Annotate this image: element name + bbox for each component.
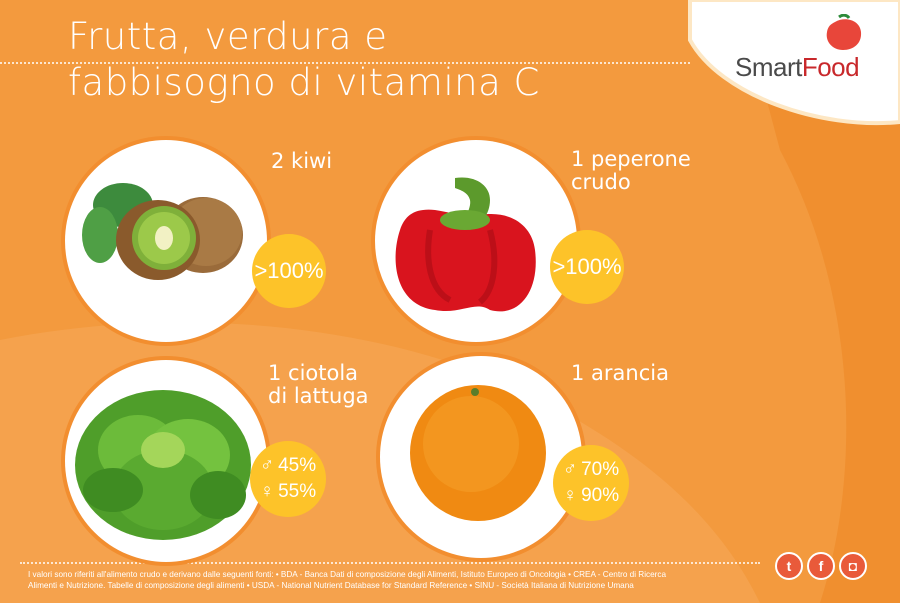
orange-female-row: ♀ 90% (563, 485, 619, 507)
footnote-line-1: I valori sono riferiti all'alimento crud… (28, 570, 667, 579)
pepper-label-line1: 1 peperone (571, 147, 691, 171)
orange-female-value: 90% (581, 485, 620, 506)
lettuce-label: 1 ciotola di lattuga (268, 362, 369, 408)
lettuce-female-value: 55% (278, 481, 317, 502)
female-icon: ♀ (562, 485, 578, 506)
strawberry-icon (826, 14, 862, 50)
orange-label-line1: 1 arancia (571, 361, 669, 385)
kiwi-image (82, 183, 243, 280)
footnote-line-2: Alimenti e Nutrizione. Tabelle di compos… (28, 581, 634, 590)
smartfood-logo: SmartFood (735, 14, 885, 104)
page-title: Frutta, verdura e fabbisogno di vitamina… (68, 14, 540, 106)
pepper-vitamin-badge: >100% (550, 230, 624, 304)
lettuce-label-line2: di lattuga (268, 384, 369, 408)
logo-smart: Smart (735, 52, 802, 82)
pepper-value: >100% (552, 254, 622, 279)
kiwi-vitamin-badge: >100% (252, 234, 326, 308)
kiwi-value: >100% (254, 258, 324, 283)
orange-male-row: ♂ 70% (563, 459, 619, 481)
instagram-icon[interactable]: ◘ (839, 552, 867, 580)
twitter-icon[interactable]: t (775, 552, 803, 580)
male-icon: ♂ (562, 459, 578, 480)
kiwi-label-line1: 2 kiwi (271, 149, 333, 173)
lettuce-male-row: ♂ 45% (260, 455, 316, 477)
logo-food: Food (801, 52, 860, 82)
pepper-label: 1 peperone crudo (571, 148, 691, 194)
sources-footnote: I valori sono riferiti all'alimento crud… (28, 569, 748, 591)
orange-male-value: 70% (581, 459, 620, 480)
facebook-icon[interactable]: f (807, 552, 835, 580)
orange-label: 1 arancia (571, 362, 669, 385)
lettuce-male-value: 45% (278, 455, 317, 476)
logo-text: SmartFood (735, 52, 860, 83)
lettuce-vitamin-badge: ♂ 45% ♀ 55% (250, 441, 326, 517)
title-divider (0, 62, 690, 64)
title-line-1: Frutta, verdura e (68, 15, 388, 58)
orange-vitamin-badge: ♂ 70% ♀ 90% (553, 445, 629, 521)
pepper-image (395, 177, 536, 312)
footer-divider (20, 562, 760, 564)
lettuce-image (75, 390, 251, 540)
lettuce-label-line1: 1 ciotola (268, 361, 359, 385)
male-icon: ♂ (259, 455, 275, 476)
female-icon: ♀ (259, 481, 275, 502)
pepper-label-line2: crudo (571, 170, 631, 194)
title-line-2: fabbisogno di vitamina C (68, 61, 540, 104)
kiwi-label: 2 kiwi (271, 150, 332, 173)
orange-image (410, 385, 546, 521)
lettuce-female-row: ♀ 55% (260, 481, 316, 503)
